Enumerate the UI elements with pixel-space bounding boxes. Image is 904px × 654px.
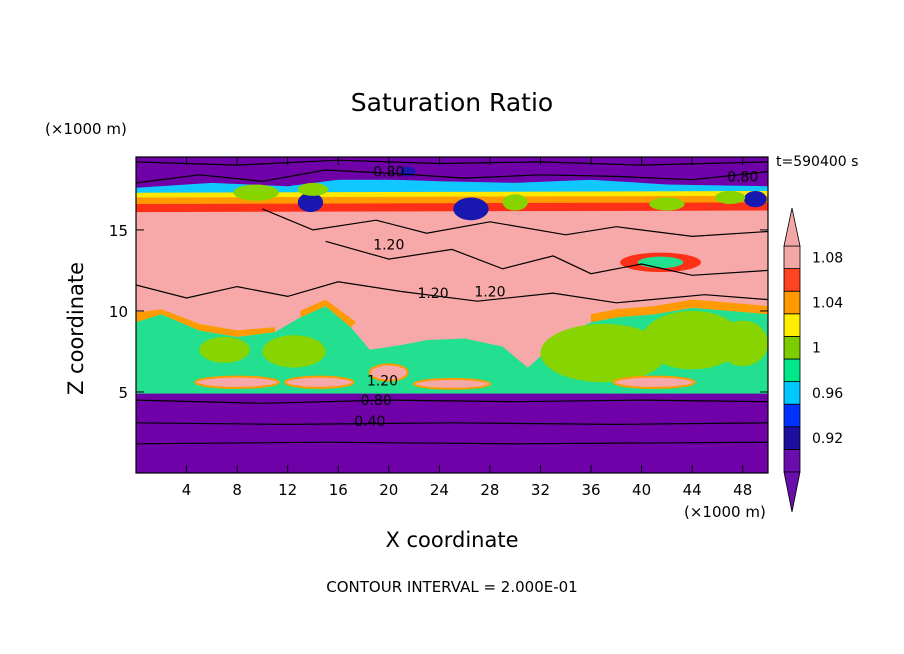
contour-label-7: 0.40 bbox=[354, 414, 385, 430]
contour-line-3 bbox=[136, 281, 768, 304]
colorbar-top-arrow bbox=[783, 207, 801, 247]
heatmap-lime-patch-3 bbox=[199, 336, 250, 363]
heatmap-upper-green-4 bbox=[714, 191, 746, 204]
colorbar-swatch-8 bbox=[783, 268, 801, 292]
y-axis-units: (×1000 m) bbox=[45, 120, 127, 138]
heatmap-lime-patch-4 bbox=[717, 320, 768, 367]
heatmap-cloud-edge-right bbox=[591, 299, 768, 323]
x-tick-label-3: 16 bbox=[329, 481, 348, 499]
colorbar-swatch-7 bbox=[783, 290, 801, 315]
y-tick-label-2: 15 bbox=[109, 222, 128, 240]
colorbar-swatch-6 bbox=[783, 313, 801, 337]
heatmap-cloud-edge-left bbox=[136, 309, 275, 337]
chart-title: Saturation Ratio bbox=[350, 88, 554, 117]
contour-line-0 bbox=[136, 169, 768, 184]
contour-line-4 bbox=[262, 208, 768, 238]
heatmap-pink-lens-1 bbox=[284, 375, 355, 389]
heatmap-blue-core-2 bbox=[743, 191, 767, 208]
x-tick-label-1: 8 bbox=[232, 481, 242, 499]
colorbar-label-0: 0.92 bbox=[812, 431, 843, 447]
contour-interval-note: CONTOUR INTERVAL = 2.000E-01 bbox=[326, 578, 578, 596]
plot-frame bbox=[135, 156, 769, 474]
heatmap-blue-core-1 bbox=[453, 197, 489, 221]
colorbar-swatch-0 bbox=[783, 448, 801, 473]
x-tick-label-5: 24 bbox=[430, 481, 449, 499]
x-axis-units: (×1000 m) bbox=[684, 503, 766, 521]
x-tick-label-9: 40 bbox=[632, 481, 651, 499]
x-tick-label-7: 32 bbox=[531, 481, 550, 499]
x-axis-label-text: X coordinate bbox=[385, 528, 519, 552]
contour-line-7 bbox=[136, 441, 768, 445]
colorbar-bottom-arrow bbox=[783, 471, 801, 513]
contour-label-6: 0.80 bbox=[361, 393, 392, 409]
colorbar-swatch-1 bbox=[783, 426, 801, 450]
y-tick-label-1: 10 bbox=[109, 303, 128, 321]
contour-label-0: 0.80 bbox=[373, 164, 404, 180]
contour-label-3: 1.20 bbox=[474, 284, 505, 300]
y-axis-label: Z coordinate bbox=[64, 261, 88, 395]
colorbar-swatch-9 bbox=[783, 245, 801, 270]
heatmap-field: 0.80 0.80 1.20 1.20 1.20 1.20 0.80 0.40 bbox=[136, 157, 768, 473]
colorbar-label-4: 1.08 bbox=[812, 250, 843, 266]
heatmap-pink-lens-2 bbox=[413, 378, 491, 390]
x-axis-label: X coordinate bbox=[0, 528, 904, 552]
heatmap-pink-lens-0 bbox=[194, 375, 280, 389]
heatmap-upper-green-0 bbox=[233, 184, 279, 201]
contour-line-2 bbox=[325, 240, 768, 276]
heatmap-upper-green-1 bbox=[297, 182, 329, 196]
heatmap-green-core bbox=[637, 256, 684, 269]
x-tick-label-6: 28 bbox=[480, 481, 499, 499]
heatmap-upper-green-2 bbox=[502, 194, 528, 211]
heatmap-cloud-edge-mid bbox=[300, 299, 356, 328]
contour-label-2: 1.20 bbox=[373, 237, 404, 253]
heatmap-pink-lens-4 bbox=[368, 363, 409, 382]
heatmap-lime-patch-2 bbox=[262, 335, 326, 368]
heatmap-pink-lens-3 bbox=[612, 375, 696, 389]
contour-line-6 bbox=[136, 422, 768, 426]
x-tick-label-11: 48 bbox=[733, 481, 752, 499]
heatmap-lime-patch-0 bbox=[540, 323, 667, 383]
x-tick-label-8: 36 bbox=[581, 481, 600, 499]
x-tick-label-4: 20 bbox=[379, 481, 398, 499]
contour-label-4: 1.20 bbox=[417, 286, 448, 302]
colorbar-label-3: 1.04 bbox=[812, 296, 843, 312]
heatmap-blue-core-0 bbox=[297, 192, 324, 213]
time-label: t=590400 s bbox=[776, 154, 859, 170]
y-tick-label-0: 5 bbox=[118, 384, 128, 402]
contour-line-5 bbox=[136, 399, 768, 404]
x-tick-label-10: 44 bbox=[683, 481, 702, 499]
colorbar-swatch-2 bbox=[783, 403, 801, 428]
heatmap-upper-green-3 bbox=[649, 197, 685, 211]
colorbar-swatch-4 bbox=[783, 358, 801, 383]
x-tick-label-2: 12 bbox=[278, 481, 297, 499]
colorbar-swatch-5 bbox=[783, 335, 801, 360]
x-tick-label-0: 4 bbox=[182, 481, 192, 499]
colorbar-label-1: 0.96 bbox=[812, 386, 843, 402]
contour-label-5: 1.20 bbox=[367, 373, 398, 389]
colorbar-swatch-3 bbox=[783, 381, 801, 405]
contour-label-1: 0.80 bbox=[727, 169, 758, 185]
heatmap-lime-patch-1 bbox=[641, 310, 743, 370]
colorbar-label-2: 1 bbox=[812, 341, 821, 357]
